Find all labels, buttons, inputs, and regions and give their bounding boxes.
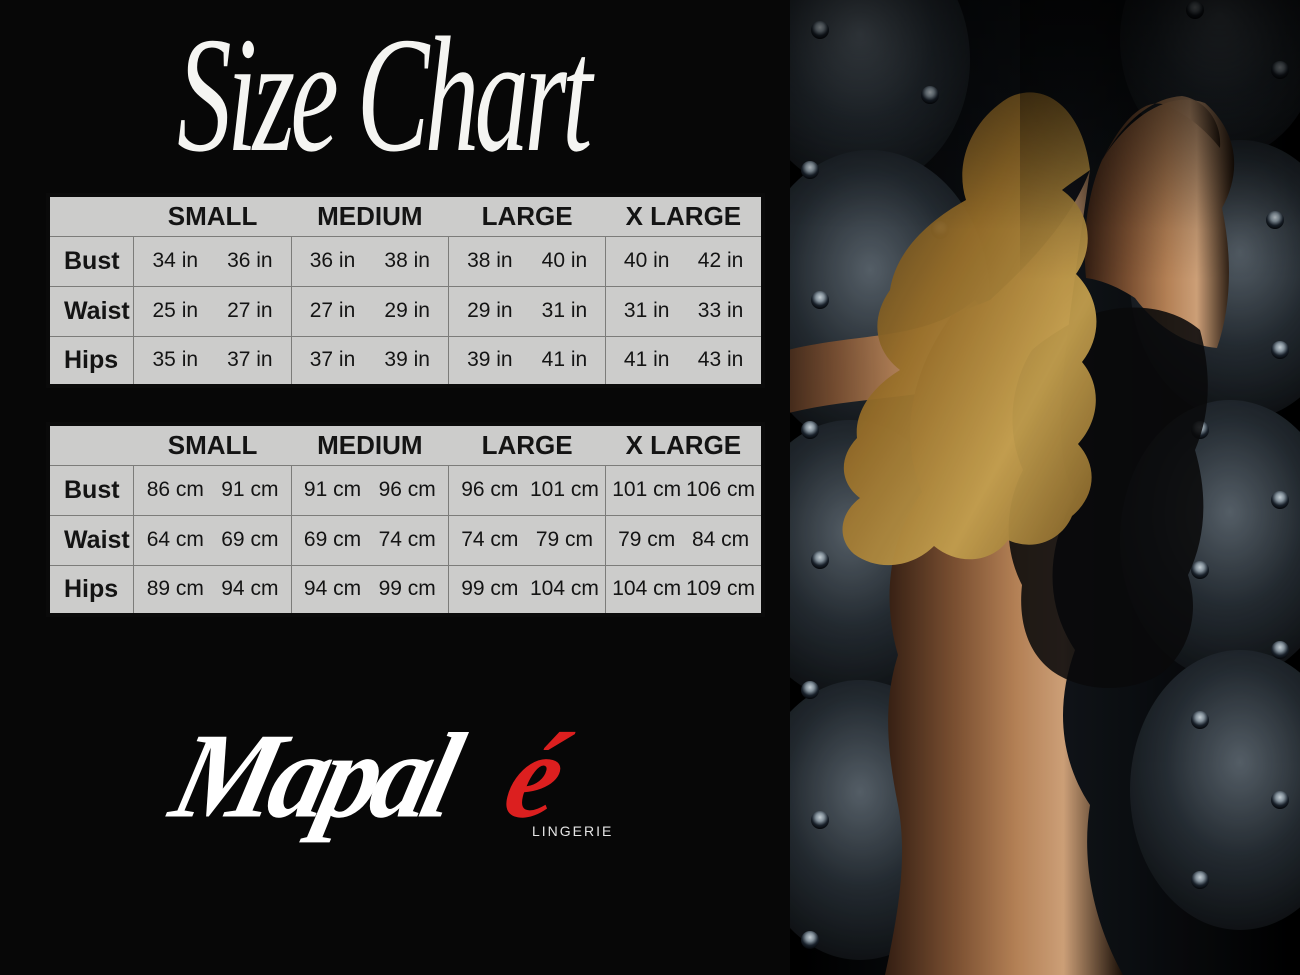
svg-text:Mapal: Mapal	[160, 709, 475, 844]
